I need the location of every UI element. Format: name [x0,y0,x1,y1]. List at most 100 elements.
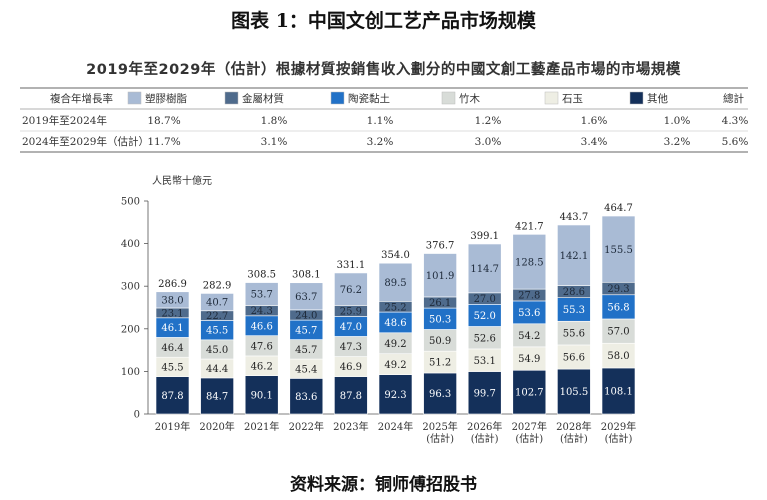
table-total-label: 總計 [723,92,744,105]
bar-total-label-4: 331.1 [337,260,366,271]
bar-value-label-1-3: 45.4 [295,364,317,375]
bar-value-label-3-9: 55.3 [563,305,585,316]
bar-segment-0-5 [378,374,413,415]
figure-title: 图表 1：中国文创工艺产品市场规模 [231,10,536,32]
table-row-label-0: 2019年至2024年 [22,114,107,127]
bar-value-label-4-7: 27.0 [474,294,496,305]
bar-value-label-5-3: 63.7 [295,292,317,303]
bar-segment-5-4 [334,272,368,306]
bar-segment-0-8 [512,369,547,415]
bar-value-label-3-4: 47.0 [340,322,362,333]
bar-value-label-4-0: 23.1 [161,308,183,319]
legend-label-0: 塑膠樹脂 [145,92,187,105]
bar-segment-5-1 [200,293,234,312]
bar-value-label-0-9: 105.5 [560,387,589,398]
bar-segment-0-2 [244,375,279,415]
legend-swatch-3 [441,91,456,105]
bar-value-label-2-4: 47.3 [340,342,362,353]
bar-value-label-3-5: 48.6 [384,318,406,329]
bar-value-label-0-7: 99.7 [474,388,496,399]
bar-value-label-0-10: 108.1 [604,387,633,398]
bar-value-label-2-1: 45.0 [206,345,228,356]
bar-segment-2-10 [601,318,636,344]
bar-value-label-2-0: 46.4 [161,343,183,354]
table-cell-1-2: 3.2% [367,136,394,148]
x-tick-label-1: 2020年 [199,420,234,433]
table-cell-0-3: 1.2% [475,115,502,127]
legend-swatch-1 [224,91,239,105]
table-cell-1-5: 3.2% [664,136,691,148]
x-tick-label-6-sub: (估計) [426,432,454,445]
bar-value-label-5-6: 101.9 [426,271,455,282]
y-tick-label-0: 0 [134,410,140,421]
y-tick-label-5: 500 [121,197,140,208]
bar-segment-5-0 [155,291,190,309]
legend-label-1: 金屬材質 [242,92,284,105]
bar-value-label-2-10: 57.0 [607,327,629,338]
bar-segment-5-5 [378,262,413,302]
legend-swatch-4 [544,91,559,105]
table-cell-1-3: 3.0% [475,136,502,148]
bar-segment-0-4 [334,376,368,415]
bar-segment-5-7 [467,243,502,294]
bar-value-label-4-8: 27.8 [518,291,540,302]
bar-total-label-3: 308.1 [292,270,321,281]
bar-segment-3-10 [601,294,636,320]
bar-value-label-3-8: 53.6 [518,308,540,319]
bar-value-label-1-6: 51.2 [429,358,451,369]
bar-value-label-5-10: 155.5 [604,245,633,256]
bar-value-label-4-4: 25.9 [340,307,362,318]
bar-segment-5-2 [244,282,279,306]
legend-swatch-0 [127,91,142,105]
bar-segment-5-6 [423,253,457,298]
bar-value-label-0-5: 92.3 [384,390,406,401]
bar-value-label-0-4: 87.8 [340,391,362,402]
bar-value-label-2-7: 52.6 [474,333,496,344]
table-cell-1-4: 3.4% [581,136,608,148]
x-tick-label-0: 2019年 [155,420,190,433]
bar-value-label-4-9: 28.6 [563,287,585,298]
table-row-label-1: 2024年至2029年（估計） [22,135,149,148]
bar-value-label-0-3: 83.6 [295,392,317,403]
x-tick-label-7-sub: (估計) [471,432,499,445]
bar-value-label-2-8: 54.2 [518,331,540,342]
table-cell-0-5: 1.0% [664,115,691,127]
x-tick-label-10: 2029年 [601,420,636,433]
bar-value-label-0-0: 87.8 [161,391,183,402]
table-header-label: 複合年增長率 [50,92,113,105]
bar-value-label-5-7: 114.7 [470,264,499,275]
bar-value-label-4-2: 24.3 [251,306,273,317]
bar-value-label-4-3: 24.0 [295,311,317,322]
x-tick-label-4: 2023年 [333,420,368,433]
bar-segment-0-3 [289,378,324,415]
bar-total-label-6: 376.7 [426,241,455,252]
bar-total-label-5: 354.0 [381,250,410,261]
table-cell-0-1: 1.8% [261,115,288,127]
bar-value-label-2-2: 47.6 [251,341,273,352]
bar-value-label-3-10: 56.8 [607,302,629,313]
bar-segment-0-10 [601,367,636,415]
bar-value-label-5-8: 128.5 [515,257,544,268]
bar-value-label-4-10: 29.3 [607,284,629,295]
bar-value-label-3-0: 46.1 [161,323,183,334]
table-cell-1-0: 11.7% [147,136,180,148]
bar-segment-0-1 [200,377,234,415]
bar-value-label-1-10: 58.0 [607,351,629,362]
bar-value-label-4-1: 22.7 [206,311,228,322]
table-cell-0-0: 18.7% [147,115,180,127]
bar-value-label-2-3: 45.7 [295,345,317,356]
y-axis-label: 人民幣十億元 [152,174,212,187]
x-tick-label-5: 2024年 [378,420,413,433]
bar-value-label-0-6: 96.3 [429,389,451,400]
legend-label-5: 其他 [647,92,668,105]
bar-total-label-7: 399.1 [470,231,499,242]
bar-value-label-5-1: 40.7 [206,298,228,309]
bar-total-label-10: 464.7 [604,203,633,214]
bar-value-label-5-0: 38.0 [161,295,183,306]
bar-value-label-3-6: 50.3 [429,314,451,325]
bar-total-label-1: 282.9 [203,280,232,291]
bar-segment-0-9 [557,368,591,415]
bar-value-label-1-4: 46.9 [340,362,362,373]
x-tick-label-6: 2025年 [422,420,457,433]
